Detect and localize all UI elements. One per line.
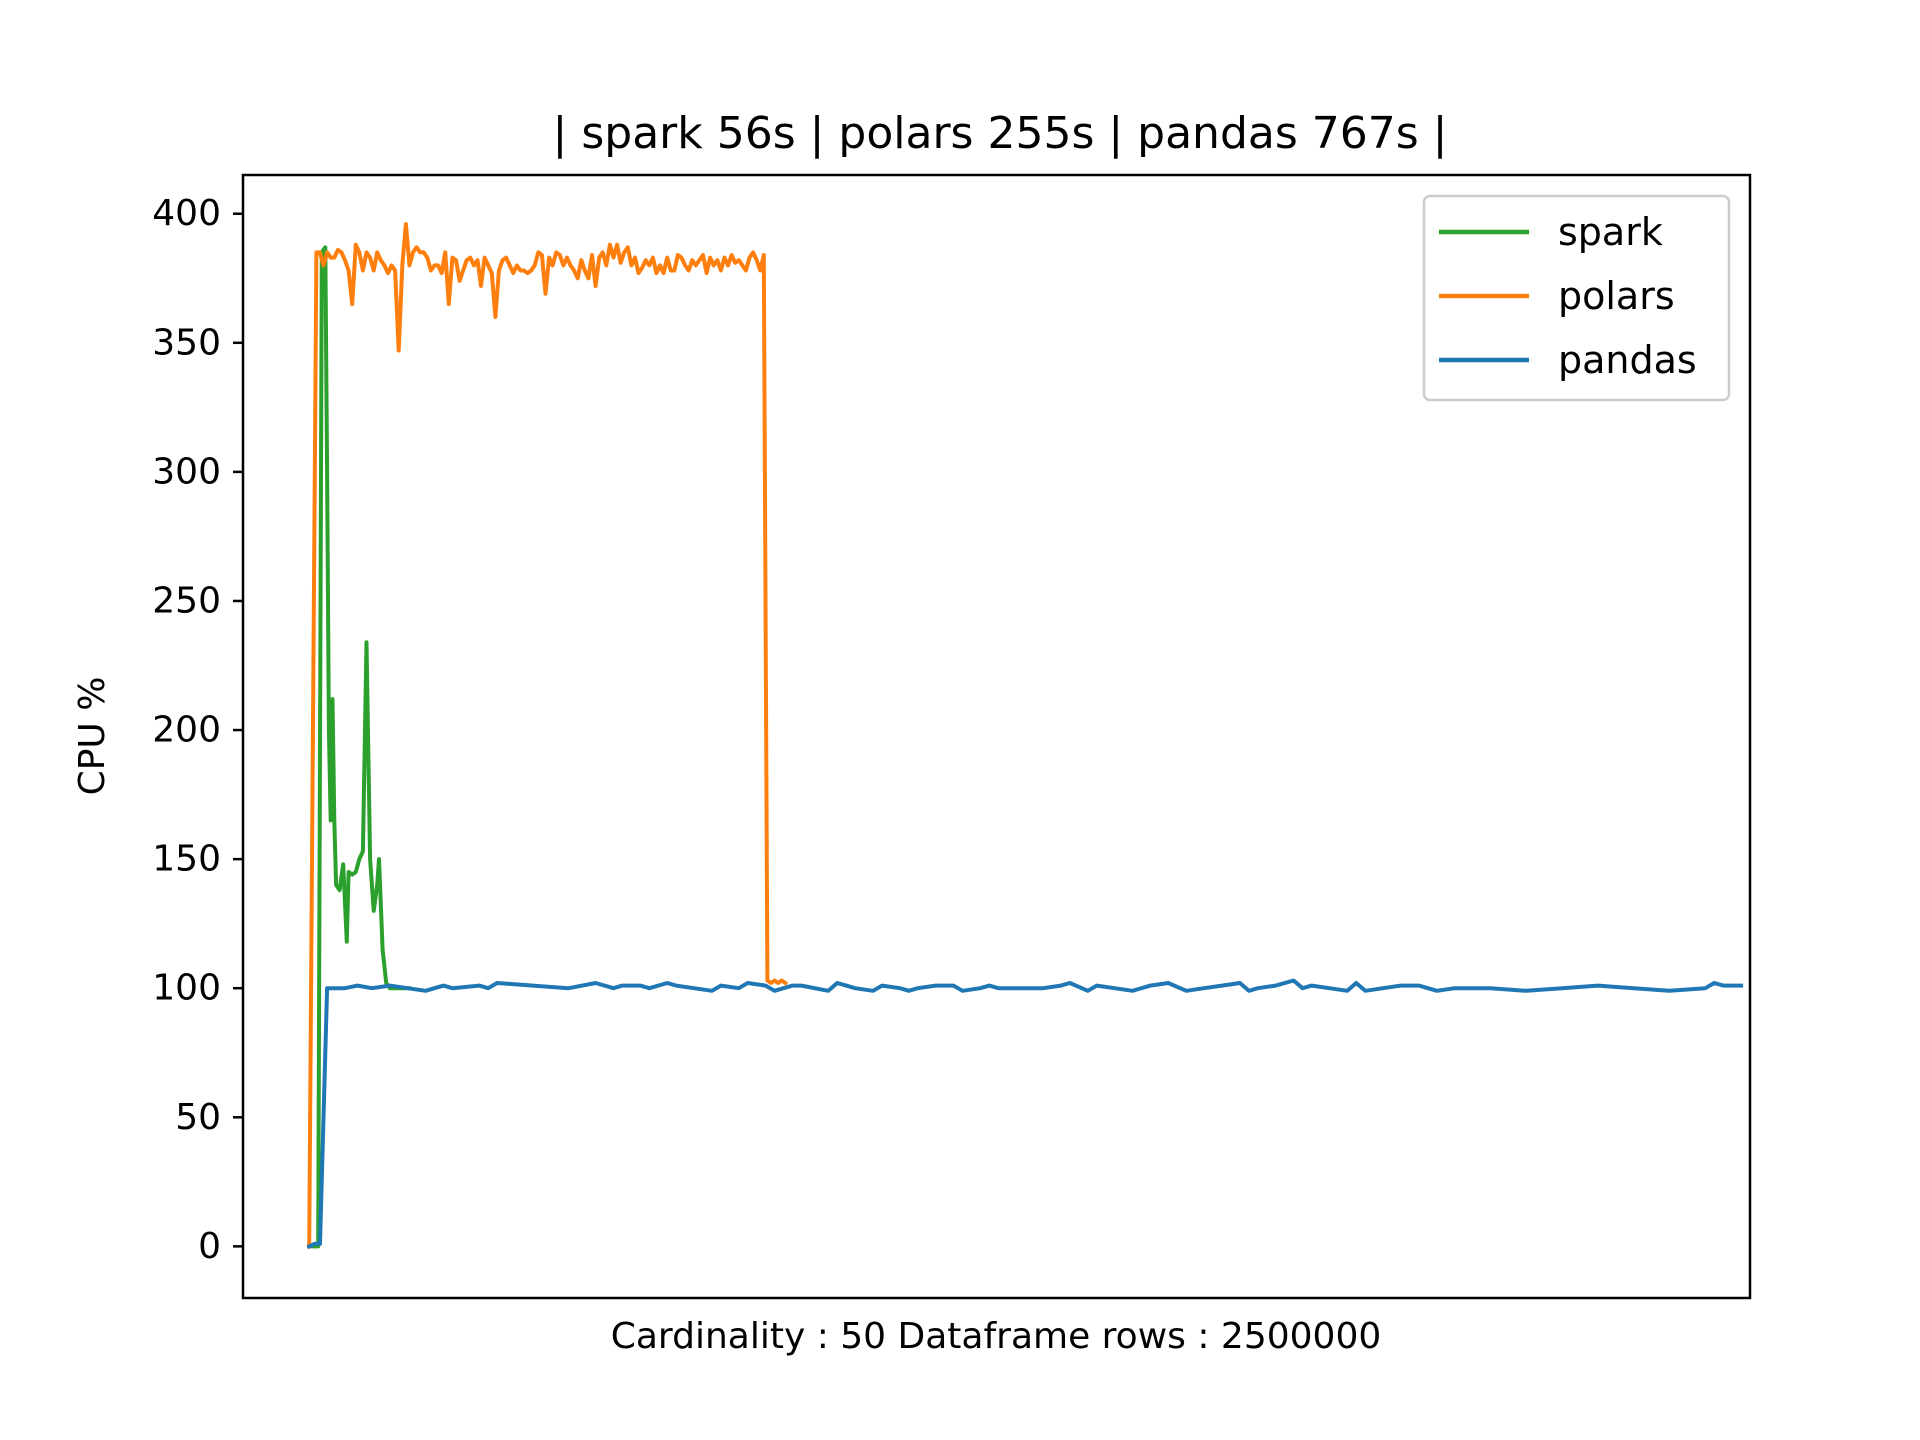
y-tick-label: 0 [198, 1226, 221, 1267]
legend-box [1422, 194, 1731, 402]
y-tick-label: 150 [152, 839, 221, 880]
chart-title: | spark 56s | polars 255s | pandas 767s … [553, 108, 1448, 159]
y-tick-label: 200 [152, 710, 221, 751]
y-tick-label: 400 [152, 193, 221, 234]
legend-label-spark: spark [1558, 210, 1663, 254]
legend-label-polars: polars [1558, 274, 1675, 318]
y-tick-label: 350 [152, 322, 221, 363]
series-line-spark [307, 245, 412, 1249]
y-tick-label: 50 [175, 1097, 221, 1138]
series-line-pandas [306, 978, 1744, 1250]
legend-label-pandas: pandas [1558, 338, 1697, 382]
y-tick-label: 100 [152, 968, 221, 1009]
legend: spark polars pandas [1422, 194, 1731, 402]
series-line-polars [307, 222, 789, 1249]
y-axis: 0 50 100 150 200 250 300 350 400 [152, 193, 243, 1267]
y-tick-label: 300 [152, 451, 221, 492]
plot-lines [306, 222, 1744, 1250]
y-axis-label: CPU % [72, 677, 113, 796]
y-tick-label: 250 [152, 580, 221, 621]
x-axis-label: Cardinality : 50 Dataframe rows : 250000… [611, 1316, 1382, 1357]
plot-frame [241, 173, 1752, 1300]
